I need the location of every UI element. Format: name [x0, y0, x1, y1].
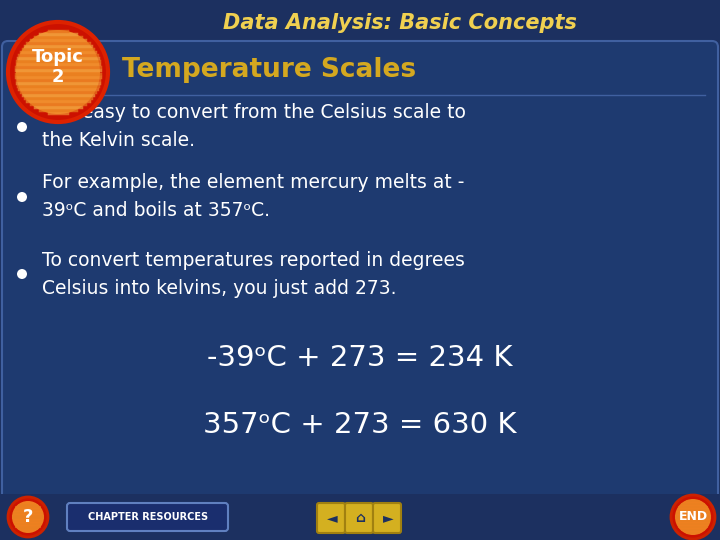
Circle shape	[8, 22, 108, 122]
Circle shape	[12, 501, 44, 533]
Text: Topic
2: Topic 2	[32, 48, 84, 86]
Circle shape	[16, 30, 100, 114]
FancyBboxPatch shape	[67, 503, 228, 531]
FancyBboxPatch shape	[2, 41, 718, 501]
Text: It is easy to convert from the Celsius scale to
the Kelvin scale.: It is easy to convert from the Celsius s…	[42, 104, 466, 151]
FancyBboxPatch shape	[345, 503, 373, 533]
Text: CHAPTER RESOURCES: CHAPTER RESOURCES	[88, 512, 208, 522]
Text: 357ᵒC + 273 = 630 K: 357ᵒC + 273 = 630 K	[203, 411, 517, 439]
Text: ◄: ◄	[327, 511, 337, 525]
Circle shape	[17, 192, 27, 202]
Circle shape	[671, 495, 715, 539]
Circle shape	[17, 122, 27, 132]
Text: Data Analysis: Basic Concepts: Data Analysis: Basic Concepts	[223, 13, 577, 33]
Text: END: END	[678, 510, 708, 523]
FancyBboxPatch shape	[373, 503, 401, 533]
Text: ►: ►	[383, 511, 393, 525]
Text: ⌂: ⌂	[355, 511, 365, 525]
Text: -39ᵒC + 273 = 234 K: -39ᵒC + 273 = 234 K	[207, 344, 513, 372]
Circle shape	[675, 499, 711, 535]
FancyBboxPatch shape	[0, 494, 720, 540]
Circle shape	[8, 497, 48, 537]
Text: ?: ?	[23, 508, 33, 526]
Text: Temperature Scales: Temperature Scales	[122, 57, 416, 83]
Text: To convert temperatures reported in degrees
Celsius into kelvins, you just add 2: To convert temperatures reported in degr…	[42, 251, 465, 298]
FancyBboxPatch shape	[317, 503, 345, 533]
Text: For example, the element mercury melts at -
39ᵒC and boils at 357ᵒC.: For example, the element mercury melts a…	[42, 173, 464, 220]
Circle shape	[17, 269, 27, 279]
